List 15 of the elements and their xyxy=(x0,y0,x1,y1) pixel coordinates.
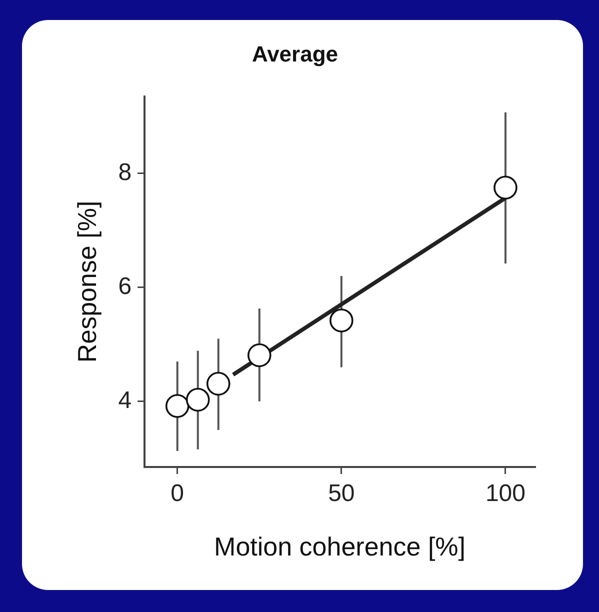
point xyxy=(247,343,272,368)
point xyxy=(165,394,190,418)
x-tick-label: 50 xyxy=(328,480,355,508)
x-axis-title: Motion coherence [%] xyxy=(214,532,466,562)
chart-title: Average xyxy=(252,41,338,66)
y-tick-label: 4 xyxy=(118,387,132,414)
point xyxy=(330,308,354,332)
point xyxy=(186,388,210,412)
y-tick-label: 8 xyxy=(118,158,132,186)
point xyxy=(494,176,518,200)
y-axis-title: Response [%] xyxy=(72,200,102,363)
point xyxy=(206,372,230,396)
x-tick-label: 0 xyxy=(170,480,184,508)
y-tick-label: 6 xyxy=(118,273,132,300)
x-tick-label: 100 xyxy=(485,480,526,508)
